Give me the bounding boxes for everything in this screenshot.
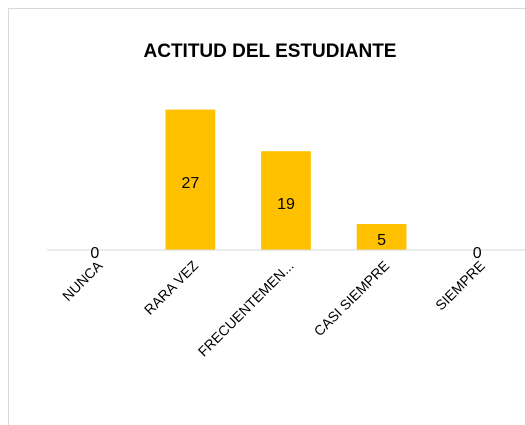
data-label: 0 [90, 245, 99, 262]
bar [165, 109, 216, 250]
chart-title: ACTITUD DEL ESTUDIANTE [144, 41, 397, 62]
data-label: 27 [182, 175, 200, 192]
bar [356, 224, 407, 250]
data-label: 19 [277, 196, 295, 213]
data-label: 0 [473, 245, 482, 262]
bar [261, 151, 311, 250]
data-label: 5 [377, 232, 386, 249]
